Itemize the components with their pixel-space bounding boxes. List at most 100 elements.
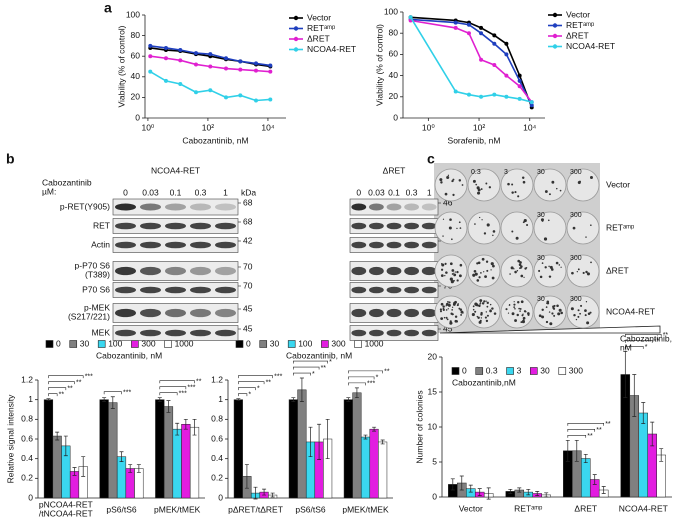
data-point xyxy=(223,56,228,61)
error-bar xyxy=(244,464,249,489)
data-point xyxy=(238,67,243,72)
blot-band xyxy=(351,222,367,230)
data-point xyxy=(163,45,168,50)
significance-label: * xyxy=(329,359,332,366)
colony xyxy=(517,259,521,263)
blot-band xyxy=(351,241,367,249)
data-point xyxy=(148,69,153,74)
x-tick-label: pS6/tS6 xyxy=(106,504,137,514)
error-bar xyxy=(346,397,351,402)
data-point xyxy=(268,63,273,68)
bar xyxy=(638,412,648,498)
blot-row-label: Actin xyxy=(91,239,110,249)
blot-row-label: p-P70 S6 (T389) xyxy=(75,261,111,280)
colony xyxy=(549,265,553,269)
x-tick-label: pMEK/tMEK xyxy=(342,504,389,514)
dose: 0.03 xyxy=(142,187,159,197)
error-bar xyxy=(535,491,540,496)
kda-label: 42 xyxy=(243,235,253,245)
colony xyxy=(553,304,556,307)
x-tick-label: pMEK/tMEK xyxy=(154,504,201,514)
colony xyxy=(490,262,494,266)
colony xyxy=(540,218,544,222)
colony xyxy=(541,308,544,311)
data-point xyxy=(517,96,522,101)
colony xyxy=(460,313,463,316)
colony xyxy=(492,230,496,233)
colony xyxy=(488,186,492,189)
y-tick-label: 0.6 xyxy=(211,433,223,443)
data-point xyxy=(238,93,243,98)
colony xyxy=(539,275,543,279)
colony xyxy=(538,269,541,272)
plate-dose: 300 xyxy=(570,255,582,262)
bar xyxy=(343,399,353,499)
significance-label: *** xyxy=(187,385,195,392)
colony xyxy=(514,319,517,322)
bar xyxy=(297,389,307,499)
blot-band xyxy=(421,329,437,337)
blot-title: NCOA4-RET xyxy=(151,165,200,175)
series-line xyxy=(410,16,533,108)
colony xyxy=(439,308,443,311)
significance-bracket xyxy=(48,387,67,391)
plate xyxy=(533,168,567,202)
colony xyxy=(492,264,495,268)
blot-band xyxy=(386,308,402,318)
blot-band xyxy=(421,308,437,318)
bar xyxy=(181,424,191,499)
legend-swatch xyxy=(558,367,567,375)
y-tick-label: 100 xyxy=(384,6,398,16)
colony xyxy=(580,304,583,307)
plate xyxy=(566,295,600,329)
colony xyxy=(483,232,487,235)
colony xyxy=(452,193,455,197)
data-point xyxy=(178,48,183,53)
colony xyxy=(555,261,559,265)
blot-band xyxy=(369,241,384,249)
error-bar xyxy=(183,418,188,430)
error-bar xyxy=(468,484,473,493)
y-tick-label: 5 xyxy=(432,456,437,466)
colony xyxy=(548,193,551,196)
error-bar xyxy=(63,435,68,457)
blot-band xyxy=(165,266,186,276)
significance-bracket xyxy=(159,386,187,390)
y-tick-label: 40 xyxy=(131,71,141,81)
colony xyxy=(449,277,453,281)
data-point xyxy=(466,22,471,27)
x-tick-label: pΔRET/tΔRET xyxy=(228,504,283,514)
colony xyxy=(474,272,478,276)
plate-row-label: Vector xyxy=(606,179,630,189)
bar xyxy=(360,436,371,499)
significance-bracket xyxy=(567,435,587,438)
colony xyxy=(491,276,495,280)
colony xyxy=(479,299,483,303)
colony xyxy=(519,310,521,312)
colony xyxy=(486,269,489,272)
blot-row-label: P70 S6 xyxy=(82,284,110,294)
y-tick-label: 40 xyxy=(389,70,399,80)
colony xyxy=(440,181,443,184)
colony xyxy=(590,261,592,264)
kda-label: 45 xyxy=(443,323,453,333)
colony xyxy=(558,264,561,266)
legend-label: 1000 xyxy=(175,338,194,348)
colony xyxy=(445,309,448,311)
significance-label: ** xyxy=(663,332,669,339)
colony xyxy=(451,269,455,272)
data-point xyxy=(529,100,534,105)
colony xyxy=(449,262,453,266)
colony xyxy=(445,317,448,319)
blot-band xyxy=(369,308,384,318)
significance-label: ** xyxy=(384,369,390,376)
colony xyxy=(589,176,593,179)
significance-label: *** xyxy=(274,374,282,381)
blot-band xyxy=(404,203,419,211)
colony xyxy=(511,183,514,186)
blot-band xyxy=(421,241,437,249)
blot-band xyxy=(190,203,211,211)
colony xyxy=(472,308,475,311)
bar xyxy=(233,399,243,499)
error-bar xyxy=(325,418,330,460)
